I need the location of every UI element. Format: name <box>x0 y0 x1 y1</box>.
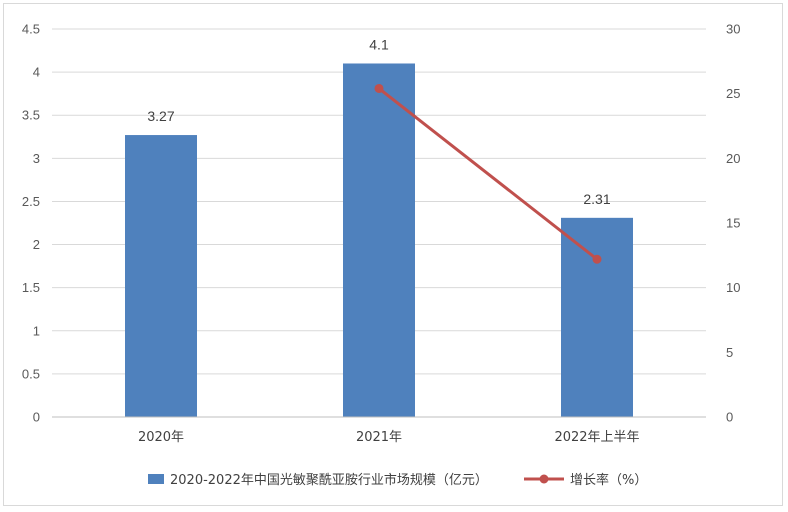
left-tick-label: 3 <box>33 151 40 166</box>
bar <box>343 63 415 417</box>
right-tick-label: 30 <box>726 22 740 37</box>
legend-swatch-marker <box>539 474 549 484</box>
right-tick-label: 20 <box>726 151 740 166</box>
bar <box>125 135 197 417</box>
legend-label-bar: 2020-2022年中国光敏聚酰亚胺行业市场规模（亿元） <box>170 472 488 488</box>
bar-series: 3.27 4.1 2.31 <box>125 36 633 417</box>
legend-label-line: 增长率（%） <box>570 472 647 488</box>
left-tick-label: 4.5 <box>22 22 40 37</box>
bar-data-label: 4.1 <box>369 36 389 52</box>
legend-swatch-bar <box>148 474 164 484</box>
bar-data-label: 3.27 <box>147 108 174 124</box>
left-tick-label: 1 <box>33 323 40 338</box>
left-tick-label: 2 <box>33 237 40 252</box>
left-tick-label: 0.5 <box>22 366 40 381</box>
line-point <box>592 254 602 264</box>
left-tick-label: 2.5 <box>22 194 40 209</box>
left-tick-label: 0 <box>33 410 40 425</box>
x-axis: 2020年 2021年 2022年上半年 <box>52 416 706 445</box>
line-point <box>374 83 384 93</box>
right-y-axis: 0 5 10 15 20 25 30 <box>726 22 740 425</box>
bar <box>561 217 633 417</box>
right-tick-label: 0 <box>726 410 733 425</box>
legend: 2020-2022年中国光敏聚酰亚胺行业市场规模（亿元） 增长率（%） <box>148 472 647 488</box>
bar-data-label: 2.31 <box>583 191 610 207</box>
category-label: 2021年 <box>356 430 402 445</box>
growth-rate-line <box>378 87 598 261</box>
line-series <box>374 83 602 264</box>
left-y-axis: 0 0.5 1 1.5 2 2.5 3 3.5 4 4.5 <box>22 22 40 425</box>
category-label: 2022年上半年 <box>554 430 639 445</box>
right-tick-label: 15 <box>726 216 740 231</box>
right-tick-label: 25 <box>726 86 740 101</box>
left-tick-label: 4 <box>33 65 40 80</box>
right-tick-label: 10 <box>726 280 740 295</box>
category-label: 2020年 <box>138 430 184 445</box>
left-tick-label: 3.5 <box>22 108 40 123</box>
right-tick-label: 5 <box>726 345 733 360</box>
left-tick-label: 1.5 <box>22 280 40 295</box>
